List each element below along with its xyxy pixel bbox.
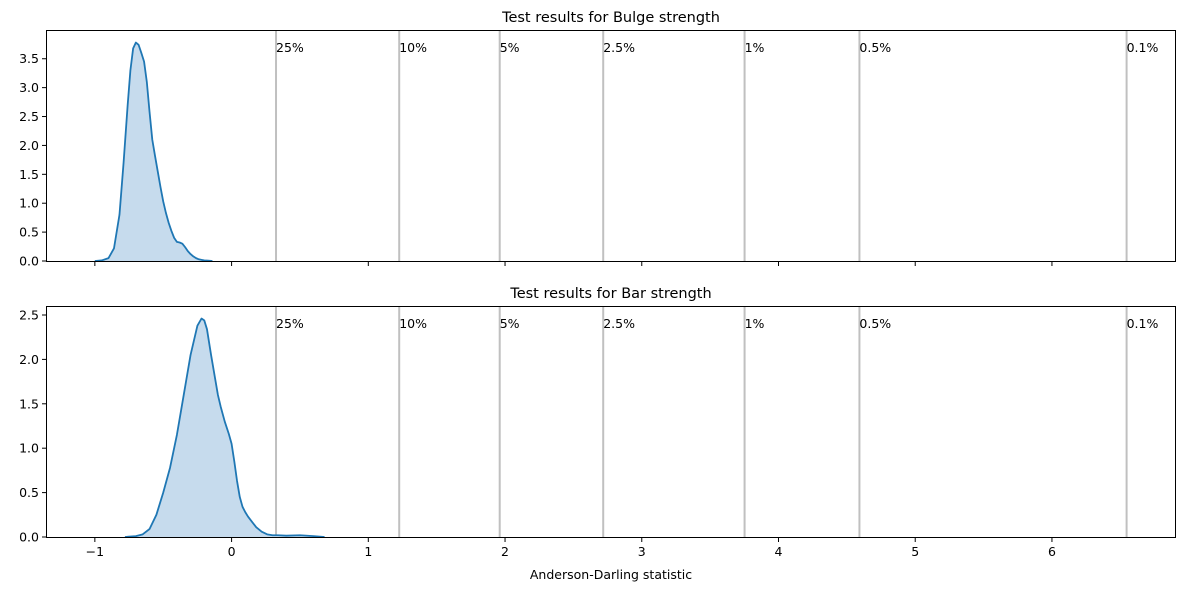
critical-label: 0.1% [1127, 40, 1159, 55]
critical-label: 1% [745, 316, 765, 331]
y-tick-label: 0.0 [19, 254, 39, 269]
critical-label: 0.1% [1127, 316, 1159, 331]
bar-panel-title: Test results for Bar strength [509, 286, 711, 302]
critical-label: 1% [745, 40, 765, 55]
y-tick-label: 0.0 [19, 530, 39, 545]
y-tick-label: 1.0 [19, 441, 39, 456]
critical-label: 2.5% [603, 316, 635, 331]
bulge-panel-title: Test results for Bulge strength [501, 10, 720, 26]
y-tick-label: 3.0 [19, 80, 39, 95]
x-tick-label: 1 [364, 544, 372, 559]
y-tick-label: 0.5 [19, 225, 39, 240]
y-tick-label: 2.5 [19, 109, 39, 124]
y-tick-label: 1.5 [19, 396, 39, 411]
y-tick-label: 0.5 [19, 485, 39, 500]
bulge-axes-frame [46, 30, 1176, 262]
bar-plot-area: 25% 10% 5% 2.5% 1% 0.5% 0.1% [124, 307, 1159, 538]
x-tick-label: 2 [501, 544, 509, 559]
y-tick-label: 1.5 [19, 167, 39, 182]
x-tick-label: 0 [228, 544, 236, 559]
y-tick-label: 2.0 [19, 352, 39, 367]
x-tick-label: 6 [1048, 544, 1056, 559]
critical-label: 25% [276, 316, 304, 331]
critical-label: 5% [500, 40, 520, 55]
y-tick-label: 1.0 [19, 196, 39, 211]
y-tick-label: 3.5 [19, 51, 39, 66]
y-tick-label: 2.5 [19, 307, 39, 322]
density-area [124, 318, 325, 537]
critical-label: 0.5% [859, 316, 891, 331]
y-tick-label: 2.0 [19, 138, 39, 153]
bulge-plot-area: 25% 10% 5% 2.5% 1% 0.5% 0.1% [94, 31, 1159, 262]
x-tick-label: −1 [86, 544, 104, 559]
x-tick-label: 4 [775, 544, 783, 559]
critical-label: 2.5% [603, 40, 635, 55]
density-line [124, 317, 325, 538]
critical-label: 5% [500, 316, 520, 331]
critical-label: 25% [276, 40, 304, 55]
bar-strength-panel: Test results for Bar strength 25% 10% 5% 2.… [19, 286, 1176, 582]
x-axis-label: Anderson-Darling statistic [530, 567, 692, 582]
density-line [94, 41, 213, 262]
bar-axes-frame [46, 306, 1176, 538]
critical-label: 10% [399, 316, 427, 331]
x-tick-label: 5 [911, 544, 919, 559]
x-tick-label: 3 [638, 544, 646, 559]
critical-label: 10% [399, 40, 427, 55]
critical-label: 0.5% [859, 40, 891, 55]
bulge-strength-panel: Test results for Bulge strength 25% 10% 5%… [19, 10, 1176, 269]
